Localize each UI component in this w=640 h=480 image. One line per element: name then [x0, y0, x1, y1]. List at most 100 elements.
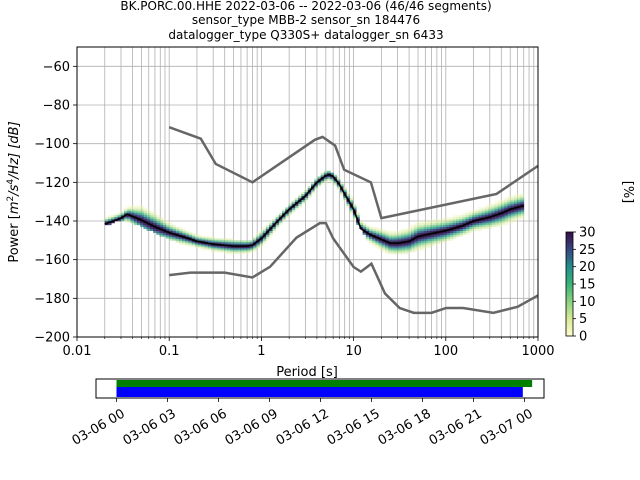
heatmap-cell [233, 244, 238, 247]
heatmap-cell [156, 219, 160, 222]
heatmap-cell [514, 197, 518, 201]
heatmap-cell [472, 221, 476, 224]
heatmap-cell [117, 213, 122, 216]
heatmap-cell [365, 224, 370, 228]
heatmap-cell [175, 226, 180, 230]
heatmap-cell [214, 238, 218, 241]
heatmap-cell [491, 219, 496, 222]
heatmap-cell [153, 222, 157, 226]
heatmap-cell [414, 244, 418, 247]
heatmap-cell [465, 219, 470, 222]
heatmap-cell [136, 215, 141, 218]
colorbar-segment [566, 258, 573, 261]
heatmap-cell [420, 230, 425, 233]
colorbar-segment [566, 233, 573, 236]
heatmap-cell [169, 238, 173, 241]
heatmap-cell [240, 246, 244, 249]
heatmap-cell [414, 250, 418, 253]
heatmap-cell [162, 232, 167, 235]
heatmap-cell [240, 251, 244, 255]
heatmap-cell [130, 213, 135, 216]
heatmap-cell [136, 211, 141, 214]
heatmap-cell [391, 234, 396, 237]
heatmap-cell [185, 240, 189, 243]
heatmap-cell [417, 222, 421, 226]
heatmap-cell [204, 236, 209, 239]
colorbar-segment [566, 297, 573, 300]
heatmap-cell [423, 242, 428, 245]
heatmap-cell [491, 217, 496, 220]
colorbar-gradient [565, 231, 574, 337]
heatmap-cell [468, 224, 473, 228]
heatmap-cell [475, 226, 479, 230]
heatmap-cell [462, 219, 467, 222]
heatmap-cell [175, 236, 180, 239]
heatmap-cell [462, 226, 467, 230]
heatmap-cell [162, 234, 167, 237]
heatmap-cell [246, 246, 251, 249]
heatmap-cell [182, 234, 186, 237]
heatmap-cell [178, 232, 183, 235]
heatmap-cell [278, 215, 283, 218]
heatmap-cell [362, 224, 367, 228]
heatmap-cell [417, 244, 421, 247]
heatmap-cell [375, 242, 380, 245]
heatmap-cell [272, 221, 276, 224]
heatmap-cell [136, 222, 141, 226]
heatmap-cell [417, 226, 421, 230]
heatmap-cell [214, 240, 218, 243]
heatmap-cell [153, 230, 157, 233]
heatmap-cell [330, 176, 334, 179]
heatmap-cell [149, 222, 154, 226]
heatmap-cell [156, 228, 160, 231]
heatmap-cell [439, 219, 444, 222]
heatmap-cell [240, 244, 244, 247]
heatmap-cell [430, 244, 434, 247]
heatmap-cell [517, 199, 521, 202]
heatmap-cell [336, 184, 341, 187]
heatmap-cell [507, 217, 512, 220]
heatmap-cell [253, 238, 257, 241]
heatmap-cell [375, 246, 380, 249]
heatmap-cell [265, 224, 270, 228]
heatmap-cell [510, 203, 515, 206]
heatmap-cell [501, 213, 505, 216]
heatmap-cell [504, 203, 508, 206]
heatmap-cell [188, 234, 193, 237]
colorbar-segment [566, 322, 573, 325]
heatmap-cell [162, 219, 167, 222]
heatmap-cell [336, 186, 341, 189]
heatmap-cell [385, 236, 389, 239]
heatmap-cell [385, 238, 389, 241]
heatmap-cell [410, 230, 415, 233]
heatmap-cell [233, 246, 238, 249]
heatmap-cell [224, 238, 228, 241]
heatmap-cell [375, 230, 380, 233]
heatmap-cell [314, 188, 318, 191]
heatmap-cell [510, 195, 515, 199]
heatmap-cell [375, 240, 380, 243]
y-tick-label: −140 [34, 215, 70, 230]
heatmap-cell [423, 221, 428, 224]
heatmap-cell [124, 219, 128, 222]
heatmap-cell [436, 228, 441, 231]
heatmap-cell [230, 246, 235, 249]
colorbar-segment [566, 242, 573, 245]
heatmap-cell [439, 224, 444, 228]
heatmap-cell [420, 222, 425, 226]
heatmap-cell [227, 238, 231, 241]
heatmap-cell [407, 236, 412, 239]
heatmap-cell [520, 195, 525, 199]
heatmap-cell [433, 226, 438, 230]
heatmap-cell [259, 242, 264, 245]
heatmap-cell [156, 222, 160, 226]
heatmap-cell [236, 250, 241, 253]
heatmap-cell [211, 248, 215, 251]
heatmap-cell [369, 226, 373, 230]
heatmap-cell [507, 213, 512, 216]
heatmap-cell [117, 215, 122, 218]
heatmap-cell [143, 224, 148, 228]
heatmap-cell [182, 242, 186, 245]
colorbar-segment [566, 259, 573, 262]
heatmap-cell [214, 248, 218, 251]
